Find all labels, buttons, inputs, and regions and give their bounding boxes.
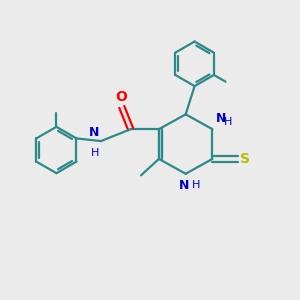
Text: N: N: [179, 179, 189, 192]
Text: H: H: [192, 180, 201, 190]
Text: H: H: [91, 148, 100, 158]
Text: O: O: [115, 90, 127, 104]
Text: N: N: [215, 112, 226, 125]
Text: N: N: [89, 126, 100, 139]
Text: S: S: [240, 152, 250, 166]
Text: H: H: [224, 117, 232, 127]
